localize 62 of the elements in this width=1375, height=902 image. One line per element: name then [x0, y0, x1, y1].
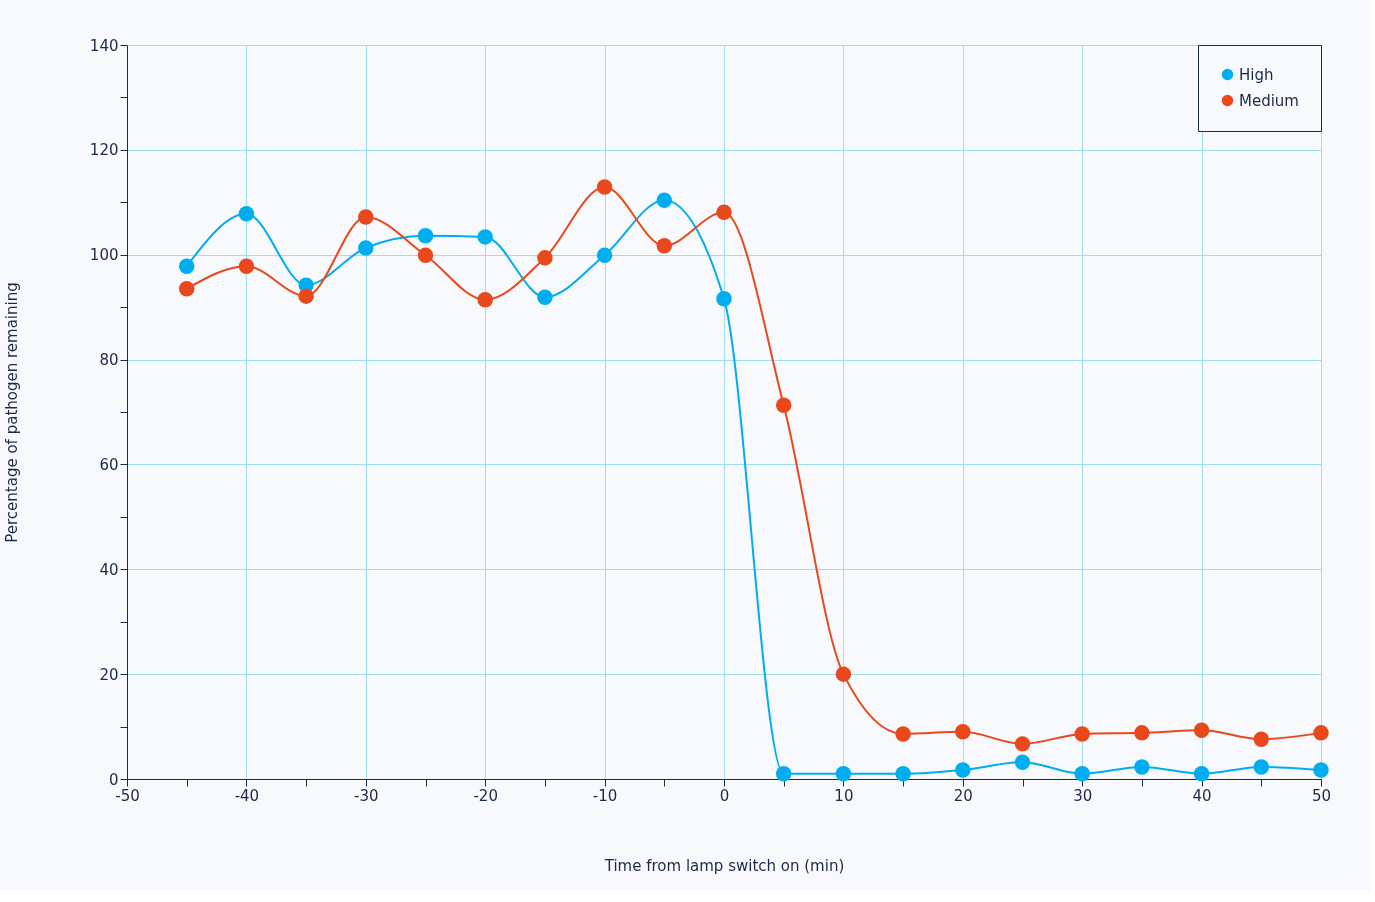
point — [537, 250, 553, 266]
x-tick-label: -40 — [234, 786, 260, 805]
y-axis-title: Percentage of pathogen remaining — [2, 282, 21, 543]
point — [596, 247, 613, 263]
point — [1193, 766, 1210, 782]
y-tick-label: 0 — [108, 770, 119, 789]
point — [1193, 722, 1210, 738]
point — [358, 209, 374, 225]
y-tick-label: 60 — [99, 455, 119, 474]
x-tick-label: -20 — [473, 786, 498, 805]
point — [1074, 766, 1090, 782]
point — [238, 206, 255, 222]
y-tick-label: 80 — [99, 351, 119, 370]
point — [716, 204, 732, 220]
point — [656, 238, 673, 254]
point — [477, 229, 493, 245]
point — [1134, 725, 1150, 741]
point — [238, 258, 255, 274]
point — [775, 397, 792, 413]
point — [178, 258, 195, 274]
x-tick-label: -50 — [115, 786, 140, 805]
point — [895, 726, 911, 742]
point — [955, 762, 971, 778]
legend-label: High — [1239, 65, 1274, 84]
point — [178, 281, 195, 297]
x-tick-label: 20 — [953, 786, 973, 805]
point — [775, 766, 792, 782]
point — [1134, 759, 1150, 775]
point — [1313, 762, 1329, 778]
point — [835, 666, 852, 682]
x-tick-label: 30 — [1073, 786, 1093, 805]
point — [1253, 731, 1270, 747]
y-tick-label: 120 — [89, 141, 119, 160]
point — [596, 179, 613, 195]
point — [955, 724, 971, 740]
point — [656, 192, 673, 208]
point — [895, 766, 911, 782]
point — [835, 766, 852, 782]
x-tick-label: 10 — [834, 786, 854, 805]
x-tick-label: 0 — [719, 786, 730, 805]
y-tick-label: 140 — [89, 36, 119, 55]
y-tick-label: 100 — [89, 246, 119, 265]
x-tick-label: 50 — [1311, 786, 1332, 805]
x-tick-label: 40 — [1192, 786, 1212, 805]
point — [1313, 725, 1329, 741]
point — [1074, 726, 1090, 742]
x-tick-label: -30 — [354, 786, 379, 805]
point — [477, 292, 493, 308]
legend-label: Medium — [1239, 91, 1299, 110]
point — [1014, 736, 1031, 752]
point — [1253, 759, 1270, 775]
y-tick-label: 40 — [99, 560, 119, 579]
point — [417, 247, 434, 263]
point — [537, 289, 553, 305]
x-tick-label: -10 — [592, 786, 618, 805]
point — [716, 291, 732, 307]
point — [358, 240, 374, 256]
x-axis-title: Time from lamp switch on (min) — [603, 856, 845, 875]
point — [417, 228, 434, 244]
y-tick-label: 20 — [99, 665, 119, 684]
point — [1014, 754, 1031, 770]
point — [298, 288, 314, 304]
